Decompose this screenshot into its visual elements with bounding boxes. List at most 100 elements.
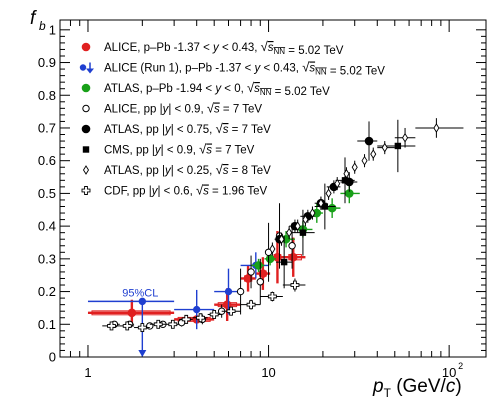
- legend-label-part: ALICE, pp |: [104, 104, 163, 116]
- data-point: [327, 203, 337, 213]
- legend-label-part: = 5.02 TeV: [327, 66, 386, 78]
- axis-labels: f b pT (GeV/c): [30, 8, 462, 400]
- data-point: [181, 314, 191, 324]
- data-point: [153, 319, 163, 329]
- data-point: [122, 321, 132, 331]
- x-tick-exponent: 2: [458, 361, 463, 371]
- legend-label-part: √: [302, 60, 310, 75]
- legend-label-part: √: [199, 142, 207, 157]
- legend-label: ATLAS, pp |y| < 0.75, √s = 7 TeV: [104, 121, 271, 136]
- data-point: [273, 252, 282, 262]
- y-tick-label: 0.2: [38, 284, 56, 299]
- legend-label-part: = 5.02 TeV: [285, 45, 344, 57]
- data-point: [299, 229, 307, 236]
- data-point: [286, 227, 293, 238]
- cl-annotation: 95%CL: [122, 287, 158, 299]
- legend-label-part: ATLAS, pp |: [104, 124, 165, 136]
- data-point: [364, 136, 374, 146]
- legend-label-part: < 0.43,: [219, 42, 261, 54]
- data-point: [168, 319, 178, 329]
- series-filled-circle: [274, 121, 378, 246]
- legend-label-part: = 8 TeV: [228, 165, 271, 177]
- legend: ALICE, p–Pb -1.37 < y < 0.43, √sNN = 5.0…: [79, 39, 386, 198]
- legend-entry: ATLAS, pp |y| < 0.75, √s = 7 TeV: [81, 121, 271, 136]
- legend-marker: [79, 64, 87, 71]
- legend-label-part: ATLAS, pp |: [104, 165, 165, 177]
- legend-label: ALICE, p–Pb -1.37 < y < 0.43, √sNN = 5.0…: [104, 39, 344, 57]
- legend-entry: ALICE, pp |y| < 0.9, √s = 7 TeV: [82, 101, 262, 116]
- legend-arrow-head: [86, 68, 94, 74]
- y-tick-label: 0.7: [38, 120, 56, 135]
- legend-label: CMS, pp |y| < 0.9, √s = 7 TeV: [104, 142, 255, 157]
- data-series: 95%CL: [87, 118, 464, 357]
- legend-label-part: | < 0.25,: [171, 165, 216, 177]
- data-point: [269, 244, 276, 254]
- data-point: [107, 321, 116, 331]
- upper-limit-arrow: [138, 350, 147, 357]
- data-point: [288, 252, 298, 262]
- legend-label-part: y: [162, 104, 170, 116]
- data-point: [302, 214, 309, 225]
- legend-label-part: | < 0.9,: [168, 104, 206, 116]
- data-point: [82, 104, 90, 113]
- legend-entry: CMS, pp |y| < 0.9, √s = 7 TeV: [82, 142, 255, 157]
- legend-label-part: s: [223, 165, 229, 177]
- y-tick-label: 0.5: [38, 186, 56, 201]
- legend-label-part: < 0,: [221, 83, 247, 95]
- series-filled-circle: [251, 183, 360, 272]
- legend-label-part: √: [196, 183, 204, 198]
- x-tick-label: 10: [261, 365, 275, 380]
- x-tick-label: 10: [442, 365, 456, 380]
- legend-entry: ATLAS, pp |y| < 0.25, √s = 8 TeV: [82, 162, 271, 177]
- legend-label-part: √: [207, 101, 215, 116]
- legend-label-part: = 5.02 TeV: [271, 86, 330, 98]
- x-axis-label: pT (GeV/c): [372, 376, 462, 400]
- legend-label: CDF, pp |y| < 0.6, √s = 1.96 TeV: [104, 183, 267, 198]
- data-point: [258, 269, 268, 278]
- legend-entry: CDF, pp |y| < 0.6, √s = 1.96 TeV: [81, 183, 267, 198]
- legend-label-part: = 7 TeV: [220, 104, 263, 116]
- legend-label-part: y: [164, 124, 172, 136]
- data-point: [81, 42, 91, 52]
- legend-label-part: √: [261, 39, 269, 54]
- data-point: [256, 278, 264, 286]
- data-point: [243, 274, 253, 283]
- legend-label-part: = 1.96 TeV: [209, 186, 268, 198]
- legend-label-part: y: [214, 83, 222, 95]
- x-tick-label: 1: [84, 365, 91, 380]
- legend-label-part: s: [214, 104, 220, 116]
- legend-label-part: = 7 TeV: [212, 145, 255, 157]
- legend-label-part: = 7 TeV: [228, 124, 271, 136]
- data-point: [317, 198, 324, 209]
- data-point: [82, 146, 90, 153]
- legend-label-part: y: [254, 63, 262, 75]
- legend-label-part: s: [254, 83, 260, 95]
- legend-label-part: ALICE, p–Pb -1.37 <: [104, 42, 213, 54]
- legend-label-part: y: [212, 42, 220, 54]
- plot-frame: [59, 19, 487, 358]
- x-axis-label-close: ): [455, 376, 461, 397]
- y-tick-label: 0.8: [38, 88, 56, 103]
- legend-label-part: CMS, pp |: [104, 145, 155, 157]
- data-point: [81, 124, 91, 134]
- y-axis-label: f: [30, 8, 37, 29]
- series-filled-square: [276, 119, 416, 289]
- axes: 00.10.20.30.40.50.60.70.80.911 10 10 2: [38, 19, 487, 380]
- x-axis-label-p: p: [372, 376, 384, 397]
- legend-entry: ATLAS, p–Pb -1.94 < y < 0, √sNN = 5.02 T…: [81, 80, 330, 98]
- legend-entry: ALICE (Run 1), p–Pb -1.37 < y < 0.43, √s…: [79, 60, 386, 78]
- legend-label-part: | < 0.9,: [161, 145, 199, 157]
- legend-label-part: y: [151, 186, 159, 198]
- y-axis-label-sub: b: [39, 19, 46, 33]
- legend-label: ALICE, pp |y| < 0.9, √s = 7 TeV: [104, 101, 262, 116]
- data-point: [81, 186, 91, 195]
- series-open-diamond: [269, 118, 464, 256]
- data-point: [334, 178, 341, 189]
- series-open-circle: [108, 203, 296, 330]
- data-point: [288, 242, 296, 250]
- data-point: [82, 165, 90, 175]
- data-point: [81, 83, 91, 93]
- x-axis-label-unit: (GeV/: [391, 376, 447, 397]
- legend-label-part: √: [216, 162, 224, 177]
